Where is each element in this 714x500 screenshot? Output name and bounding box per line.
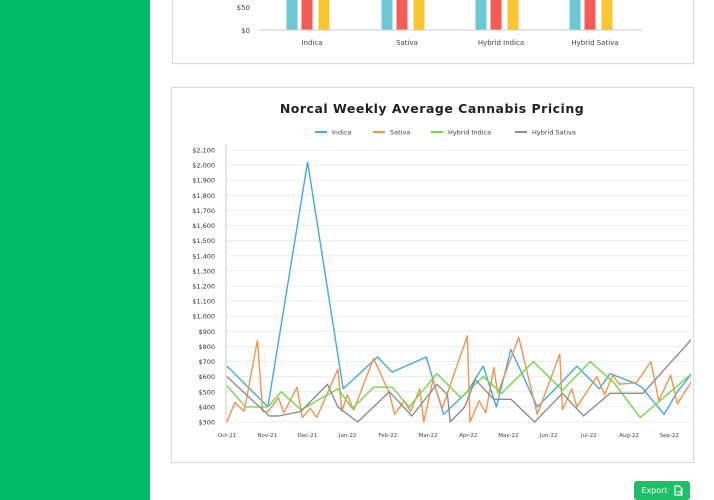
file-export-icon bbox=[673, 485, 683, 496]
y-tick-label: $1,400 bbox=[192, 252, 215, 260]
x-tick-label: Apr-22 bbox=[459, 433, 477, 439]
x-tick-label: May-22 bbox=[498, 433, 518, 439]
y-tick-label: $800 bbox=[198, 343, 215, 351]
y-tick-label: $1,300 bbox=[192, 267, 215, 275]
bar-hybrid-indica bbox=[475, 0, 487, 30]
legend-label: Hybrid Sativa bbox=[532, 129, 576, 137]
y-tick-label: $1,900 bbox=[192, 177, 215, 185]
series-line-hybrid-indica bbox=[226, 360, 691, 419]
y-tick-label: $0 bbox=[241, 27, 250, 35]
y-tick-label: $300 bbox=[198, 419, 215, 427]
y-tick-label: $50 bbox=[237, 4, 250, 12]
series-line-sativa bbox=[226, 335, 691, 423]
bar-hybrid-sativa bbox=[601, 0, 613, 30]
y-tick-label: $1,100 bbox=[192, 298, 215, 306]
x-tick-label: Aug-22 bbox=[619, 433, 639, 439]
x-tick-label: Mar-22 bbox=[418, 433, 437, 439]
bar-indica bbox=[301, 0, 313, 30]
x-tick-label: Dec-21 bbox=[298, 433, 318, 439]
y-tick-label: $900 bbox=[198, 328, 215, 336]
bar-hybrid-indica bbox=[490, 0, 502, 30]
bar-indica bbox=[318, 0, 330, 30]
y-tick-label: $700 bbox=[198, 358, 215, 366]
y-tick-label: $500 bbox=[198, 388, 215, 396]
y-tick-label: $600 bbox=[198, 373, 215, 381]
y-tick-label: $1,000 bbox=[192, 313, 215, 321]
y-tick-label: $1,800 bbox=[192, 192, 215, 200]
bar-sativa bbox=[413, 0, 425, 30]
line-chart: Norcal Weekly Average Cannabis Pricing I… bbox=[192, 101, 691, 439]
y-tick-label: $2,100 bbox=[192, 147, 215, 155]
y-tick-label: $1,200 bbox=[192, 283, 215, 291]
x-tick-label: Nov-21 bbox=[257, 433, 277, 439]
series-line-indica bbox=[226, 161, 691, 416]
chart-title: Norcal Weekly Average Cannabis Pricing bbox=[280, 101, 584, 116]
legend-label: Hybrid Indica bbox=[448, 129, 491, 137]
export-button[interactable]: Export bbox=[634, 481, 690, 500]
x-tick-label: Indica bbox=[301, 39, 322, 47]
x-tick-label: Sep-22 bbox=[660, 433, 679, 439]
export-label: Export bbox=[641, 486, 668, 495]
y-tick-label: $1,700 bbox=[192, 207, 215, 215]
x-tick-label: Jun-22 bbox=[539, 433, 558, 439]
legend: Indica Sativa Hybrid Indica Hybrid Sativa bbox=[315, 129, 576, 137]
y-tick-label: $1,500 bbox=[192, 237, 215, 245]
x-tick-label: Oct-21 bbox=[218, 433, 237, 439]
bar-hybrid-sativa bbox=[584, 0, 596, 30]
x-tick-label: Sativa bbox=[396, 39, 418, 47]
y-tick-label: $2,000 bbox=[192, 162, 215, 170]
legend-label: Sativa bbox=[390, 129, 410, 137]
bar-chart: $50 $0 Indica Sativa Hybrid Indica Hybri… bbox=[237, 0, 643, 47]
x-tick-label: Jan-22 bbox=[338, 433, 356, 439]
category-price-bar-chart-card: $50 $0 Indica Sativa Hybrid Indica Hybri… bbox=[172, 0, 694, 64]
bar-sativa bbox=[381, 0, 393, 30]
bar-hybrid-indica bbox=[507, 0, 519, 30]
bar-indica bbox=[286, 0, 298, 30]
x-tick-label: Feb-22 bbox=[378, 433, 397, 439]
bar-sativa bbox=[396, 0, 408, 30]
x-tick-label: Hybrid Indica bbox=[478, 39, 524, 47]
y-tick-label: $1,600 bbox=[192, 222, 215, 230]
y-tick-label: $400 bbox=[198, 403, 215, 411]
series-line-hybrid-sativa bbox=[226, 338, 691, 423]
sidebar bbox=[0, 0, 150, 500]
x-tick-label: Hybrid Sativa bbox=[571, 39, 618, 47]
legend-label: Indica bbox=[332, 129, 352, 137]
weekly-pricing-line-chart-card: Norcal Weekly Average Cannabis Pricing I… bbox=[171, 87, 694, 463]
x-tick-label: Jul-22 bbox=[580, 433, 597, 439]
bar-hybrid-sativa bbox=[569, 0, 581, 30]
